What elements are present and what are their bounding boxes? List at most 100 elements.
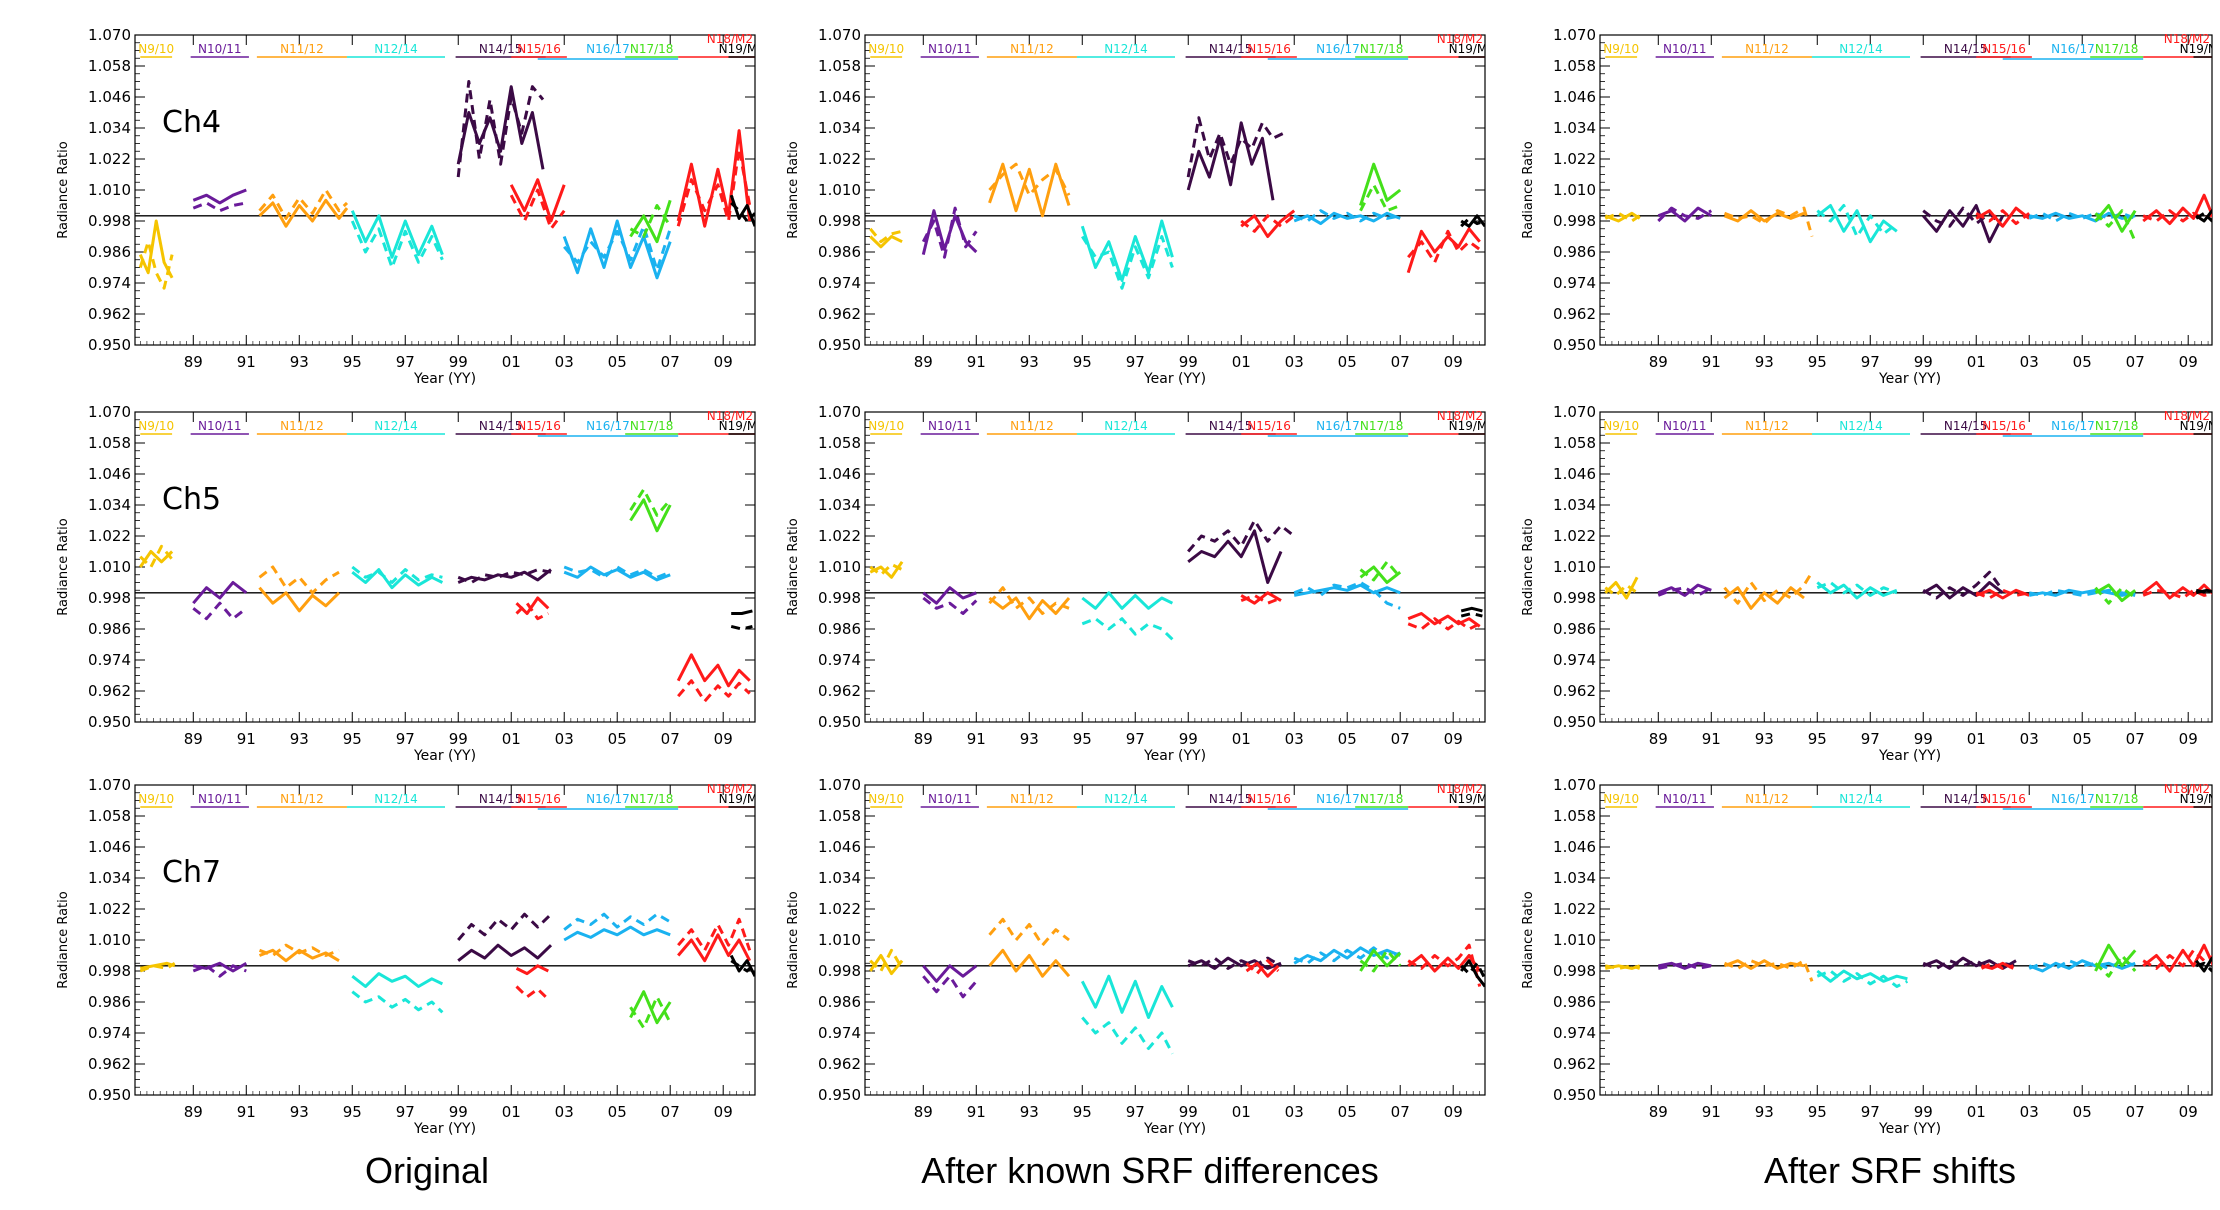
pair-label: N10/11 <box>1663 419 1707 433</box>
x-tick-label: 09 <box>714 1103 733 1121</box>
pair-legend-N9-10: N9/10 <box>1603 419 1639 435</box>
y-tick-label: 0.986 <box>88 243 131 261</box>
series-N10-11-dashed <box>922 974 978 999</box>
series-N19-M2-dashed <box>730 201 755 223</box>
pair-label: N16/17 <box>2051 792 2095 806</box>
pair-legend-N9-10: N9/10 <box>868 792 904 808</box>
pair-label: N15/16 <box>1247 419 1291 433</box>
x-tick-label: 01 <box>502 1103 521 1121</box>
y-tick-label: 0.962 <box>88 305 131 323</box>
pair-label: N15/16 <box>517 792 561 806</box>
series-N9-10-dashed <box>138 240 174 290</box>
y-tick-label: 0.974 <box>1553 651 1596 669</box>
x-tick-label: 07 <box>661 730 680 748</box>
series-N12-14-solid <box>1080 974 1174 1019</box>
pair-legend-N12-14: N12/14 <box>1811 792 1910 808</box>
pair-label: N15/16 <box>1982 419 2026 433</box>
series-N14-15-dashed <box>1187 519 1296 553</box>
pair-legend-N16-17: N16/17 <box>537 419 679 437</box>
pair-label: N9/10 <box>138 42 174 56</box>
series-N14-15-dashed <box>1922 959 2017 970</box>
y-tick-label: 1.022 <box>818 527 861 545</box>
series-N19-M2-solid <box>731 609 753 615</box>
x-tick-label: 89 <box>184 730 203 748</box>
pair-label: N16/17 <box>586 792 630 806</box>
y-tick-label: 1.034 <box>88 869 131 887</box>
x-tick-label: 01 <box>1232 730 1251 748</box>
series-N18-M2-solid <box>676 129 752 228</box>
y-tick-label: 0.950 <box>88 1086 131 1104</box>
series-N16-17-dashed <box>563 565 671 579</box>
y-tick-label: 0.986 <box>818 993 861 1011</box>
x-tick-label: 89 <box>1649 730 1668 748</box>
series-N14-15-dashed <box>1922 570 2004 600</box>
series-N9-10-solid <box>869 235 903 249</box>
series-N10-11-dashed <box>921 206 978 259</box>
plot-frame <box>1599 34 2213 346</box>
x-tick-label: 93 <box>1020 1103 1039 1121</box>
series-N18-M2-solid <box>677 933 752 963</box>
series-N9-10-dashed <box>869 562 903 577</box>
pair-label: N19/M2 <box>1449 42 1495 56</box>
series-N11-12-solid <box>988 948 1071 978</box>
plot-frame <box>134 34 756 346</box>
series-N16-17-solid <box>1293 946 1401 965</box>
pair-legend-N19-M2: N19/M2 <box>2180 419 2212 435</box>
series-N16-17-dashed <box>563 224 672 272</box>
y-tick-label: 1.058 <box>1553 807 1596 825</box>
pair-legend-N11-12: N11/12 <box>1721 419 1812 435</box>
y-tick-label: 1.070 <box>1553 403 1596 421</box>
series-group <box>869 519 1483 641</box>
y-tick-label: 0.998 <box>88 212 131 230</box>
series-group <box>139 488 753 703</box>
x-tick-label: 93 <box>290 730 309 748</box>
panel-SRFdiff-Ch4: 0.950 0.962 0.974 0.986 0.998 1.010 1.022 1.034… <box>786 26 1495 387</box>
series-N15-16-dashed <box>515 601 549 621</box>
y-tick-label: 0.998 <box>1553 962 1596 980</box>
panel-Original-Ch7: 0.950 0.962 0.974 0.986 0.998 1.010 1.022 1.034… <box>56 776 756 1137</box>
series-N11-12-solid <box>1723 586 1805 610</box>
y-tick-label: 1.070 <box>88 26 131 44</box>
y-tick-label: 0.950 <box>88 713 131 731</box>
pair-label: N16/17 <box>586 419 630 433</box>
pair-label: N16/17 <box>1316 42 1360 56</box>
y-tick-label: 1.010 <box>1553 558 1596 576</box>
series-N15-16-dashed <box>515 985 550 1001</box>
channel-label: Ch4 <box>162 105 221 140</box>
pair-label: N11/12 <box>1745 42 1789 56</box>
pair-legend-N17-18: N17/18 <box>2090 792 2144 808</box>
x-tick-label: 95 <box>1808 730 1827 748</box>
series-N18-M2-dashed <box>1407 943 1482 987</box>
y-tick-label: 0.974 <box>1553 1024 1596 1042</box>
y-tick-label: 0.950 <box>818 336 861 354</box>
series-N11-12-solid <box>258 198 349 228</box>
pair-label: N14/15 <box>1944 42 1988 56</box>
y-axis-label: Radiance Ratio <box>1521 891 1536 988</box>
pair-label: N18/M2 <box>2164 782 2210 796</box>
pair-legend-N10-11: N10/11 <box>1655 792 1714 808</box>
series-N14-15-dashed <box>457 912 553 941</box>
pair-label: N18/M2 <box>2164 32 2210 46</box>
pair-label: N10/11 <box>198 792 242 806</box>
series-N11-12-dashed <box>988 162 1071 197</box>
x-tick-label: 05 <box>608 1103 627 1121</box>
series-N17-18-dashed <box>629 204 672 238</box>
series-N18-M2-solid <box>2142 943 2212 973</box>
y-tick-label: 0.986 <box>818 243 861 261</box>
x-tick-label: 05 <box>2073 353 2092 371</box>
y-tick-label: 0.974 <box>818 274 861 292</box>
y-tick-label: 1.034 <box>1553 496 1596 514</box>
series-N17-18-dashed <box>1359 560 1402 582</box>
series-N12-14-solid <box>351 972 444 988</box>
column-caption-srf-shifts: After SRF shifts <box>1763 1150 2017 1191</box>
series-N11-12-dashed <box>1723 571 1814 605</box>
x-tick-label: 05 <box>608 730 627 748</box>
series-N17-18-solid <box>1359 162 1402 206</box>
plot-frame <box>864 784 1486 1096</box>
x-tick-label: 09 <box>714 353 733 371</box>
x-tick-label: 07 <box>661 353 680 371</box>
y-tick-label: 1.046 <box>818 465 861 483</box>
series-group <box>1604 570 2212 610</box>
x-tick-label: 03 <box>2020 730 2039 748</box>
pair-label: N10/11 <box>198 419 242 433</box>
